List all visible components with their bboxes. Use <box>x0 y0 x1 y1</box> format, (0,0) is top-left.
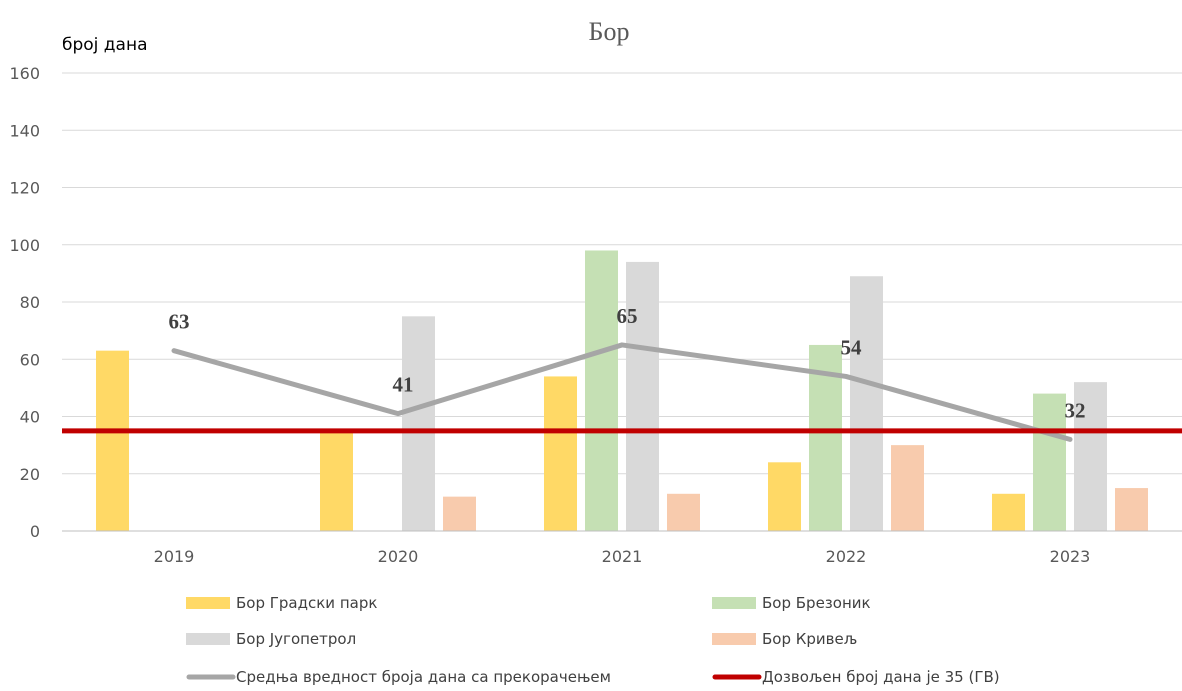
x-tick-label: 2019 <box>154 547 195 566</box>
x-tick-label: 2021 <box>602 547 643 566</box>
bar-4 <box>1115 488 1148 531</box>
average-data-label: 54 <box>841 335 863 359</box>
data-labels: 63 41 65 54 32 <box>169 304 1086 422</box>
legend-label: Средња вредност броја дана са прекорачењ… <box>236 668 611 686</box>
y-tick-label: 100 <box>9 236 40 255</box>
bar-4 <box>891 445 924 531</box>
legend-label: Дозвољен број дана је 35 (ГВ) <box>762 668 1000 686</box>
bar-1 <box>544 376 577 531</box>
legend-swatch <box>712 633 756 645</box>
bar-1 <box>768 462 801 531</box>
legend: Бор Градски парк Бор Брезоник Бор Југопетр… <box>186 594 1000 686</box>
average-data-label: 65 <box>617 304 638 328</box>
bar-4 <box>667 493 700 531</box>
gridlines <box>62 72 1182 475</box>
y-tick-label: 60 <box>20 350 40 369</box>
chart-title: Бор <box>589 17 630 46</box>
y-axis-ticks: 0 20 40 60 80 100 120 140 160 <box>9 64 40 541</box>
x-tick-label: 2022 <box>826 547 867 566</box>
bar-1 <box>96 350 129 531</box>
y-tick-label: 40 <box>20 408 40 427</box>
bar-3 <box>626 261 659 531</box>
legend-swatch <box>712 597 756 609</box>
x-tick-label: 2023 <box>1050 547 1091 566</box>
legend-swatch <box>186 633 230 645</box>
y-axis-label: број дана <box>62 35 148 55</box>
legend-swatch <box>186 597 230 609</box>
y-tick-label: 160 <box>9 64 40 83</box>
y-tick-label: 140 <box>9 121 40 140</box>
y-tick-label: 0 <box>30 522 40 541</box>
average-data-label: 63 <box>169 310 190 334</box>
average-data-label: 41 <box>393 373 414 397</box>
bar-3 <box>850 276 883 531</box>
bar-3 <box>1074 382 1107 531</box>
legend-label: Бор Југопетрол <box>236 630 356 648</box>
y-tick-label: 80 <box>20 293 40 312</box>
bar-2 <box>585 250 618 531</box>
bar-3 <box>402 316 435 531</box>
y-tick-label: 120 <box>9 179 40 198</box>
bar-2 <box>1033 393 1066 531</box>
x-tick-label: 2020 <box>378 547 419 566</box>
legend-label: Бор Кривељ <box>762 630 857 648</box>
x-axis: 2019 2020 2021 2022 2023 <box>62 530 1182 566</box>
y-tick-label: 20 <box>20 465 40 484</box>
bar-4 <box>443 496 476 531</box>
average-data-label: 32 <box>1065 398 1086 422</box>
average-line-series <box>171 342 1073 442</box>
average-line <box>171 342 1073 442</box>
bar-1 <box>992 493 1025 531</box>
legend-label: Бор Градски парк <box>236 594 377 612</box>
bar-series <box>96 250 1148 531</box>
bar-1 <box>320 430 353 531</box>
legend-label: Бор Брезоник <box>762 594 871 612</box>
